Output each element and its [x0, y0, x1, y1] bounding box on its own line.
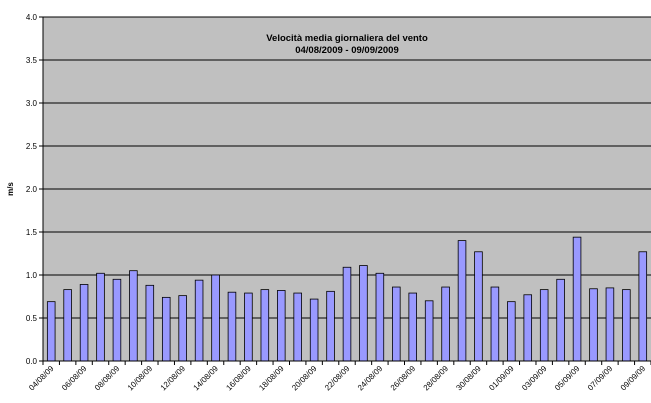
- bar: [523, 294, 533, 362]
- bar: [556, 278, 565, 362]
- bar: [79, 284, 89, 362]
- x-tick-label: 06/08/09: [60, 364, 89, 393]
- bar: [326, 290, 335, 362]
- bar: [375, 272, 385, 362]
- bar: [211, 274, 220, 362]
- x-tick-label: 22/08/09: [323, 364, 352, 393]
- bar: [244, 292, 253, 362]
- bar: [359, 265, 368, 362]
- bar: [457, 240, 467, 362]
- bar: [46, 301, 56, 362]
- x-tick-labels: 04/08/09 06/08/09 08/08/09 10/08/09 12/08/09…: [27, 364, 647, 393]
- x-tick-label: 14/08/09: [192, 364, 221, 393]
- y-tick-label: 4.0: [26, 13, 38, 22]
- bar: [392, 286, 401, 362]
- bar: [572, 236, 582, 362]
- bar: [424, 300, 434, 362]
- bar: [112, 278, 122, 362]
- bar: [622, 289, 631, 362]
- bar: [277, 290, 286, 362]
- x-tick-label: 09/09/09: [619, 364, 648, 393]
- x-tick-label: 07/09/09: [586, 364, 615, 393]
- bar: [605, 287, 615, 362]
- x-tick-label: 08/08/09: [93, 364, 122, 393]
- x-tick-label: 01/09/09: [487, 364, 516, 393]
- x-tick-label: 04/08/09: [27, 364, 56, 393]
- bar: [474, 251, 483, 362]
- x-tick-label: 20/08/09: [290, 364, 319, 393]
- bars: [46, 236, 648, 362]
- bar: [539, 289, 549, 362]
- bar: [227, 291, 237, 362]
- y-tick-label: 3.0: [26, 99, 38, 108]
- bar: [309, 298, 319, 362]
- y-tick-label: 3.5: [26, 56, 38, 65]
- y-tick-label: 2.5: [26, 142, 38, 151]
- bar: [145, 284, 155, 362]
- y-tick-labels: 0.0 0.5 1.0 1.5 2.0 2.5 3.0 3.5 4.0: [26, 13, 38, 366]
- x-tick-label: 26/08/09: [389, 364, 418, 393]
- bar: [293, 292, 302, 362]
- axes: [39, 16, 651, 365]
- bar: [638, 251, 648, 362]
- x-tick-label: 03/09/09: [520, 364, 549, 393]
- bar: [589, 288, 598, 362]
- x-tick-label: 28/08/09: [422, 364, 451, 393]
- y-tick-label: 0.5: [26, 314, 38, 323]
- y-tick-label: 2.0: [26, 185, 38, 194]
- bar: [178, 295, 187, 362]
- x-tick-label: 10/08/09: [126, 364, 155, 393]
- chart-subtitle: 04/08/2009 - 09/09/2009: [295, 45, 399, 56]
- y-tick-label: 0.0: [26, 357, 38, 366]
- bar: [129, 270, 138, 362]
- x-tick-label: 12/08/09: [159, 364, 188, 393]
- bar: [260, 289, 270, 362]
- bar: [96, 272, 105, 362]
- bar: [342, 266, 352, 362]
- bar: [490, 286, 500, 362]
- bar: [441, 286, 450, 362]
- bar: [63, 289, 72, 362]
- bar: [408, 292, 417, 362]
- x-tick-label: 24/08/09: [356, 364, 385, 393]
- x-tick-label: 30/08/09: [454, 364, 483, 393]
- y-axis-label: m/s: [6, 182, 15, 196]
- bar: [194, 279, 204, 362]
- y-tick-label: 1.5: [26, 228, 38, 237]
- chart-title: Velocità media giornaliera del vento: [266, 33, 428, 44]
- x-tick-label: 18/08/09: [257, 364, 286, 393]
- bar: [161, 296, 171, 362]
- y-tick-label: 1.0: [26, 271, 38, 280]
- x-tick-label: 05/09/09: [553, 364, 582, 393]
- bar: [507, 301, 516, 362]
- x-tick-label: 16/08/09: [224, 364, 253, 393]
